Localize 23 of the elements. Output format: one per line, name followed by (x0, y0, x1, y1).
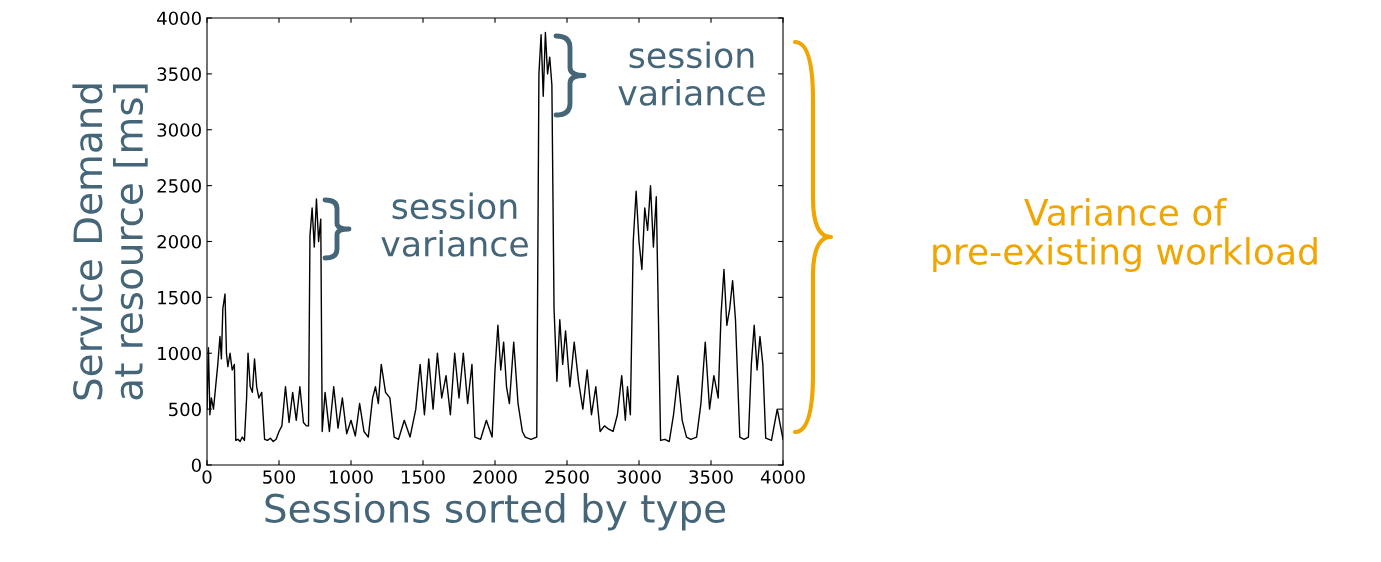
y-tick-label: 4000 (157, 11, 201, 26)
y-tick-label: 1500 (158, 290, 201, 305)
y-tick-label: 3000 (157, 123, 201, 137)
x-tick-label: 1000 (330, 470, 373, 484)
x-axis-title: Sessions sorted by type (265, 492, 726, 531)
y-tick-label: 500 (169, 402, 201, 417)
y-tick-label: 3500 (157, 67, 201, 81)
y-tick-label: 0 (191, 458, 201, 473)
x-tick-label: 500 (263, 470, 296, 484)
y-tick-label: 1000 (158, 346, 201, 361)
annotation: session variance (381, 192, 528, 257)
text: Variance of pre-existing workload (933, 197, 1317, 273)
x-tick-label: 0 (202, 470, 212, 484)
x-tick-label: 2000 (473, 470, 517, 484)
y-tick-label: 2500 (157, 179, 201, 193)
x-tick-label: 1500 (402, 470, 445, 484)
y-axis-title: Service Demand at resource [ms] (72, 84, 148, 400)
y-tick-label: 2000 (157, 234, 201, 249)
x-tick-label: 3500 (689, 470, 733, 484)
x-tick-label: 4000 (760, 470, 805, 484)
annotation: session variance (618, 41, 765, 106)
x-tick-label: 2500 (545, 470, 589, 484)
x-tick-label: 3000 (617, 470, 661, 484)
